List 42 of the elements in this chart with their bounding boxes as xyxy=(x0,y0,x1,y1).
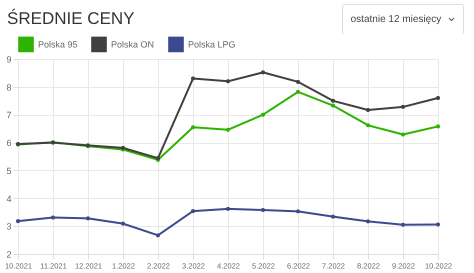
legend-label: Polska 95 xyxy=(38,39,78,50)
point xyxy=(16,219,20,224)
point xyxy=(226,206,230,211)
point xyxy=(156,233,160,238)
point xyxy=(401,104,405,109)
y-tick-label: 7 xyxy=(6,110,12,120)
legend-label: Polska LPG xyxy=(188,39,236,50)
point xyxy=(296,80,300,84)
point xyxy=(331,214,335,219)
point xyxy=(51,216,55,220)
legend-label: Polska ON xyxy=(111,39,154,50)
y-tick-label: 4 xyxy=(6,194,12,204)
point xyxy=(331,98,335,103)
y-tick-label: 8 xyxy=(6,82,12,92)
point xyxy=(86,216,90,220)
point xyxy=(366,108,370,112)
period-dropdown: ostatnie 12 miesięcy xyxy=(342,4,464,35)
point xyxy=(261,70,265,74)
point xyxy=(296,90,300,94)
point xyxy=(296,209,300,214)
point xyxy=(191,76,195,80)
point xyxy=(436,124,440,128)
y-tick-label: 2 xyxy=(6,250,12,260)
point xyxy=(401,132,405,136)
point xyxy=(366,219,370,224)
point xyxy=(191,125,195,130)
y-tick-label: 6 xyxy=(6,138,12,148)
point xyxy=(261,112,265,117)
point xyxy=(401,222,405,227)
point xyxy=(436,222,440,226)
point xyxy=(226,128,230,132)
y-tick-label: 9 xyxy=(6,54,12,64)
point xyxy=(261,208,265,212)
point xyxy=(121,222,125,226)
point xyxy=(331,104,335,108)
point xyxy=(366,123,370,128)
chart-title: ŚREDNIE CENY xyxy=(7,9,135,29)
point xyxy=(436,96,440,100)
y-tick-label: 3 xyxy=(6,222,12,232)
y-tick-label: 5 xyxy=(6,166,12,176)
point xyxy=(191,209,195,214)
point xyxy=(226,79,230,84)
